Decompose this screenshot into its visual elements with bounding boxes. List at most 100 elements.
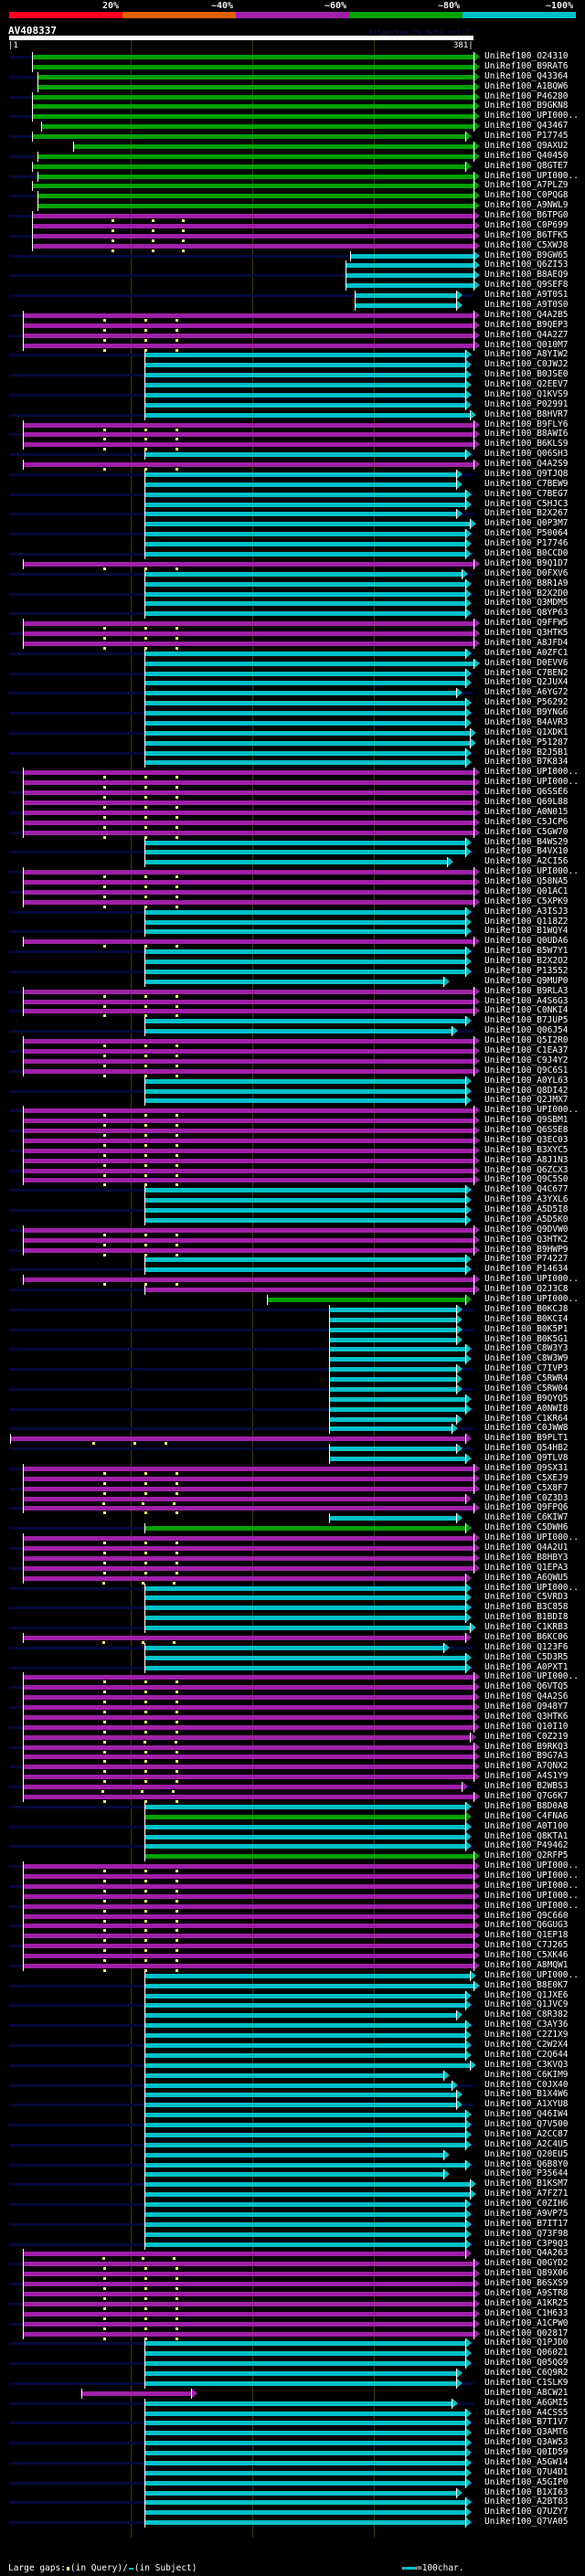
hit-bar[interactable] xyxy=(144,2451,465,2456)
hit-label[interactable]: UniRef100_UPI000.. xyxy=(484,1671,579,1682)
alignment-row[interactable]: UniRef100_Q02817 xyxy=(0,2328,585,2340)
hit-label[interactable]: UniRef100_Q1EPA3 xyxy=(484,1562,569,1573)
hit-label[interactable]: UniRef100_C0Z219 xyxy=(484,1731,569,1742)
hit-bar[interactable] xyxy=(22,1476,473,1481)
hit-bar[interactable] xyxy=(144,949,465,955)
alignment-row[interactable]: UniRef100_A7FZ71 xyxy=(0,2189,585,2200)
hit-label[interactable]: UniRef100_B9RLA3 xyxy=(484,985,569,996)
hit-bar[interactable] xyxy=(144,2351,465,2357)
alignment-row[interactable]: UniRef100_C2Q644 xyxy=(0,2050,585,2061)
hit-bar[interactable] xyxy=(329,1307,457,1312)
hit-bar[interactable] xyxy=(22,462,473,468)
hit-label[interactable]: UniRef100_C3AY36 xyxy=(484,2019,569,2030)
hit-bar[interactable] xyxy=(144,2341,465,2347)
hit-label[interactable]: UniRef100_B9PLT1 xyxy=(484,1433,569,1444)
hit-label[interactable]: UniRef100_A8JFD4 xyxy=(484,637,569,648)
hit-bar[interactable] xyxy=(144,2202,465,2208)
alignment-row[interactable]: UniRef100_A2C4U5 xyxy=(0,2139,585,2150)
hit-bar[interactable] xyxy=(144,1834,465,1839)
alignment-row[interactable]: UniRef100_Q2JUX4 xyxy=(0,677,585,689)
hit-bar[interactable] xyxy=(144,2103,457,2108)
alignment-row[interactable]: UniRef100_B3C858 xyxy=(0,1602,585,1614)
hit-label[interactable]: UniRef100_C8W3Y3 xyxy=(484,1343,569,1354)
hit-label[interactable]: UniRef100_Q0ID59 xyxy=(484,2447,569,2458)
alignment-row[interactable]: UniRef100_Q6SSE8 xyxy=(0,1125,585,1138)
hit-label[interactable]: UniRef100_Q2EEV7 xyxy=(484,379,569,390)
hit-label[interactable]: UniRef100_Q4A2S6 xyxy=(484,1691,569,1702)
hit-label[interactable]: UniRef100_Q4A2B5 xyxy=(484,309,569,320)
hit-bar[interactable] xyxy=(345,263,473,269)
hit-bar[interactable] xyxy=(37,174,473,179)
hit-label[interactable]: UniRef100_C3P9Q3 xyxy=(484,2238,569,2249)
hit-bar[interactable] xyxy=(144,512,457,517)
hit-label[interactable]: UniRef100_UPI000.. xyxy=(484,1969,579,1980)
hit-label[interactable]: UniRef100_C1KRB3 xyxy=(484,1622,569,1633)
alignment-row[interactable]: UniRef100_Q9SBM1 xyxy=(0,1115,585,1128)
alignment-row[interactable]: UniRef100_C0JWJ2 xyxy=(0,359,585,371)
alignment-row[interactable]: UniRef100_Q54HB2 xyxy=(0,1443,585,1455)
hit-bar[interactable] xyxy=(22,810,473,815)
hit-bar[interactable] xyxy=(144,750,465,756)
alignment-row[interactable]: UniRef100_Q7G6K7 xyxy=(0,1791,585,1803)
alignment-row[interactable]: UniRef100_A4S6G3 xyxy=(0,996,585,1008)
hit-label[interactable]: UniRef100_C6KIM9 xyxy=(484,2069,569,2080)
hit-bar[interactable] xyxy=(32,64,473,69)
hit-label[interactable]: UniRef100_B1XI63 xyxy=(484,2486,569,2497)
hit-label[interactable]: UniRef100_A5D5K0 xyxy=(484,1214,569,1224)
hit-bar[interactable] xyxy=(22,2301,473,2306)
hit-bar[interactable] xyxy=(72,143,473,149)
hit-label[interactable]: UniRef100_C1H633 xyxy=(484,2307,569,2318)
hit-label[interactable]: UniRef100_P46280 xyxy=(484,90,569,101)
alignment-row[interactable]: UniRef100_B1BDI8 xyxy=(0,1612,585,1624)
hit-label[interactable]: UniRef100_A9VP75 xyxy=(484,2208,569,2219)
hit-bar[interactable] xyxy=(144,532,465,537)
alignment-row[interactable]: UniRef100_Q8KTA1 xyxy=(0,1831,585,1842)
hit-bar[interactable] xyxy=(329,1367,457,1373)
hit-label[interactable]: UniRef100_B9FLY6 xyxy=(484,419,569,429)
alignment-row[interactable]: UniRef100_B9GKN8 xyxy=(0,101,585,112)
hit-label[interactable]: UniRef100_C5X8F7 xyxy=(484,1482,569,1493)
hit-bar[interactable] xyxy=(32,223,473,228)
hit-label[interactable]: UniRef100_A1BQW6 xyxy=(484,80,569,91)
hit-label[interactable]: UniRef100_C5RW04 xyxy=(484,1383,569,1394)
hit-label[interactable]: UniRef100_Q3HTK6 xyxy=(484,1711,569,1722)
alignment-row[interactable]: UniRef100_C6KIM9 xyxy=(0,2069,585,2081)
alignment-row[interactable]: UniRef100_Q89X06 xyxy=(0,2268,585,2281)
hit-label[interactable]: UniRef100_Q3AMT6 xyxy=(484,2427,569,2438)
hit-bar[interactable] xyxy=(144,392,465,398)
hit-label[interactable]: UniRef100_B6TPG0 xyxy=(484,210,569,221)
hit-label[interactable]: UniRef100_A6GMI5 xyxy=(484,2397,569,2408)
hit-bar[interactable] xyxy=(144,850,465,855)
hit-label[interactable]: UniRef100_B9RKQ3 xyxy=(484,1741,569,1752)
hit-label[interactable]: UniRef100_B1KSM7 xyxy=(484,2178,569,2189)
hit-label[interactable]: UniRef100_UPI000.. xyxy=(484,1890,579,1901)
hit-bar[interactable] xyxy=(144,2221,465,2227)
hit-bar[interactable] xyxy=(22,1903,473,1909)
hit-label[interactable]: UniRef100_B2X2O2 xyxy=(484,956,569,967)
alignment-row[interactable]: UniRef100_Q8GTE7 xyxy=(0,161,585,172)
hit-label[interactable]: UniRef100_A0N015 xyxy=(484,806,569,817)
hit-label[interactable]: UniRef100_C0JX40 xyxy=(484,2079,569,2090)
alignment-row[interactable]: UniRef100_Q948Y7 xyxy=(0,1701,585,1714)
alignment-row[interactable]: UniRef100_UPI000.. xyxy=(0,1969,585,1981)
hit-bar[interactable] xyxy=(355,303,457,308)
alignment-row[interactable]: UniRef100_A0T100 xyxy=(0,1821,585,1832)
hit-label[interactable]: UniRef100_B9G7A3 xyxy=(484,1751,569,1762)
alignment-row[interactable]: UniRef100_Q7VA05 xyxy=(0,2517,585,2528)
hit-label[interactable]: UniRef100_Q06J54 xyxy=(484,1025,569,1036)
hit-bar[interactable] xyxy=(22,1765,473,1770)
hit-bar[interactable] xyxy=(144,2470,465,2475)
hit-bar[interactable] xyxy=(22,1685,473,1691)
hit-bar[interactable] xyxy=(22,1237,473,1243)
hit-label[interactable]: UniRef100_A9T0S1 xyxy=(484,290,569,301)
alignment-row[interactable]: UniRef100_Q6B8Y0 xyxy=(0,2159,585,2170)
alignment-row[interactable]: UniRef100_C8R382 xyxy=(0,2009,585,2021)
hit-bar[interactable] xyxy=(22,2282,473,2287)
alignment-row[interactable]: UniRef100_B0KCJ8 xyxy=(0,1304,585,1315)
alignment-row[interactable]: UniRef100_C0ZIH6 xyxy=(0,2199,585,2210)
alignment-row[interactable]: UniRef100_B9RLA3 xyxy=(0,985,585,998)
hit-bar[interactable] xyxy=(144,691,457,696)
hit-label[interactable]: UniRef100_Q4C677 xyxy=(484,1184,569,1195)
alignment-row[interactable]: UniRef100_UPI000.. xyxy=(0,1583,585,1594)
hit-label[interactable]: UniRef100_Q3AW53 xyxy=(484,2437,569,2448)
